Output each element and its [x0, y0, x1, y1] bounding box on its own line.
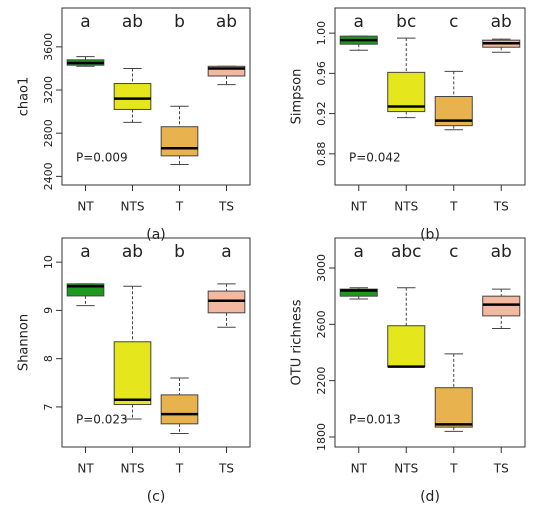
group-letter: c	[449, 242, 458, 262]
p-value: P=0.013	[349, 413, 401, 427]
y-tick-label: 2200	[315, 367, 328, 395]
group-letter: a	[221, 242, 231, 262]
x-tick-label: NT	[77, 200, 94, 214]
group-letter: abc	[391, 242, 422, 262]
x-tick-label: TS	[493, 200, 509, 214]
box	[113, 83, 152, 110]
y-tick-label: 0.96	[315, 61, 328, 86]
group-letter: ab	[122, 12, 143, 32]
box	[387, 71, 426, 113]
x-tick-label: NT	[77, 462, 94, 476]
y-tick-label: 10	[42, 255, 55, 269]
y-tick-label: 1800	[315, 423, 328, 451]
group-letter: a	[354, 242, 364, 262]
box	[160, 394, 199, 425]
x-tick-label: NT	[351, 200, 368, 214]
y-tick-label: 2800	[42, 119, 55, 147]
y-axis-label: OTU richness	[290, 299, 305, 385]
box	[482, 295, 521, 317]
y-tick-label: 2400	[42, 162, 55, 190]
y-tick-label: 2600	[315, 310, 328, 338]
box	[160, 126, 199, 157]
box	[387, 325, 426, 368]
group-letter: a	[354, 12, 364, 32]
y-tick-label: 9	[42, 307, 55, 314]
group-letter: ab	[216, 12, 237, 32]
x-tick-label: TS	[218, 462, 234, 476]
group-letter: b	[174, 242, 185, 262]
group-letter: b	[174, 12, 185, 32]
y-tick-label: 0.92	[315, 101, 328, 126]
y-tick-label: 1.00	[315, 21, 328, 46]
y-axis-label: chao1	[17, 77, 32, 117]
panel-caption: (d)	[420, 489, 440, 505]
p-value: P=0.042	[349, 151, 401, 165]
x-tick-label: NTS	[121, 200, 145, 214]
panel-caption: (a)	[146, 227, 166, 243]
panel-caption: (c)	[147, 489, 166, 505]
x-tick-label: NTS	[121, 462, 145, 476]
group-letter: ab	[491, 12, 512, 32]
x-tick-label: TS	[218, 200, 234, 214]
plot-frame	[61, 237, 251, 448]
y-tick-label: 7	[42, 403, 55, 410]
y-tick-label: 0.88	[315, 142, 328, 167]
plot-frame	[334, 237, 526, 448]
box	[207, 65, 246, 77]
group-letter: c	[449, 12, 458, 32]
x-tick-label: T	[175, 200, 184, 214]
box	[339, 288, 378, 297]
x-tick-label: NTS	[394, 200, 418, 214]
plot-frame	[61, 7, 251, 186]
group-letter: ab	[122, 242, 143, 262]
x-tick-label: T	[449, 462, 458, 476]
group-letter: bc	[396, 12, 416, 32]
x-tick-label: T	[449, 200, 458, 214]
panel-caption: (b)	[420, 227, 440, 243]
y-tick-label: 3600	[42, 33, 55, 61]
group-letter: a	[80, 12, 90, 32]
group-letter: ab	[491, 242, 512, 262]
x-tick-label: T	[175, 462, 184, 476]
group-letter: a	[80, 242, 90, 262]
y-tick-label: 3200	[42, 76, 55, 104]
p-value: P=0.009	[76, 151, 128, 165]
x-tick-label: NTS	[394, 462, 418, 476]
y-tick-label: 3000	[315, 254, 328, 282]
x-tick-label: TS	[493, 462, 509, 476]
box	[113, 341, 152, 406]
y-axis-label: Shannon	[17, 314, 32, 371]
y-axis-label: Simpson	[290, 69, 305, 125]
x-tick-label: NT	[351, 462, 368, 476]
y-tick-label: 8	[42, 355, 55, 362]
p-value: P=0.023	[76, 413, 128, 427]
box	[434, 387, 473, 428]
plot-frame	[334, 7, 526, 186]
